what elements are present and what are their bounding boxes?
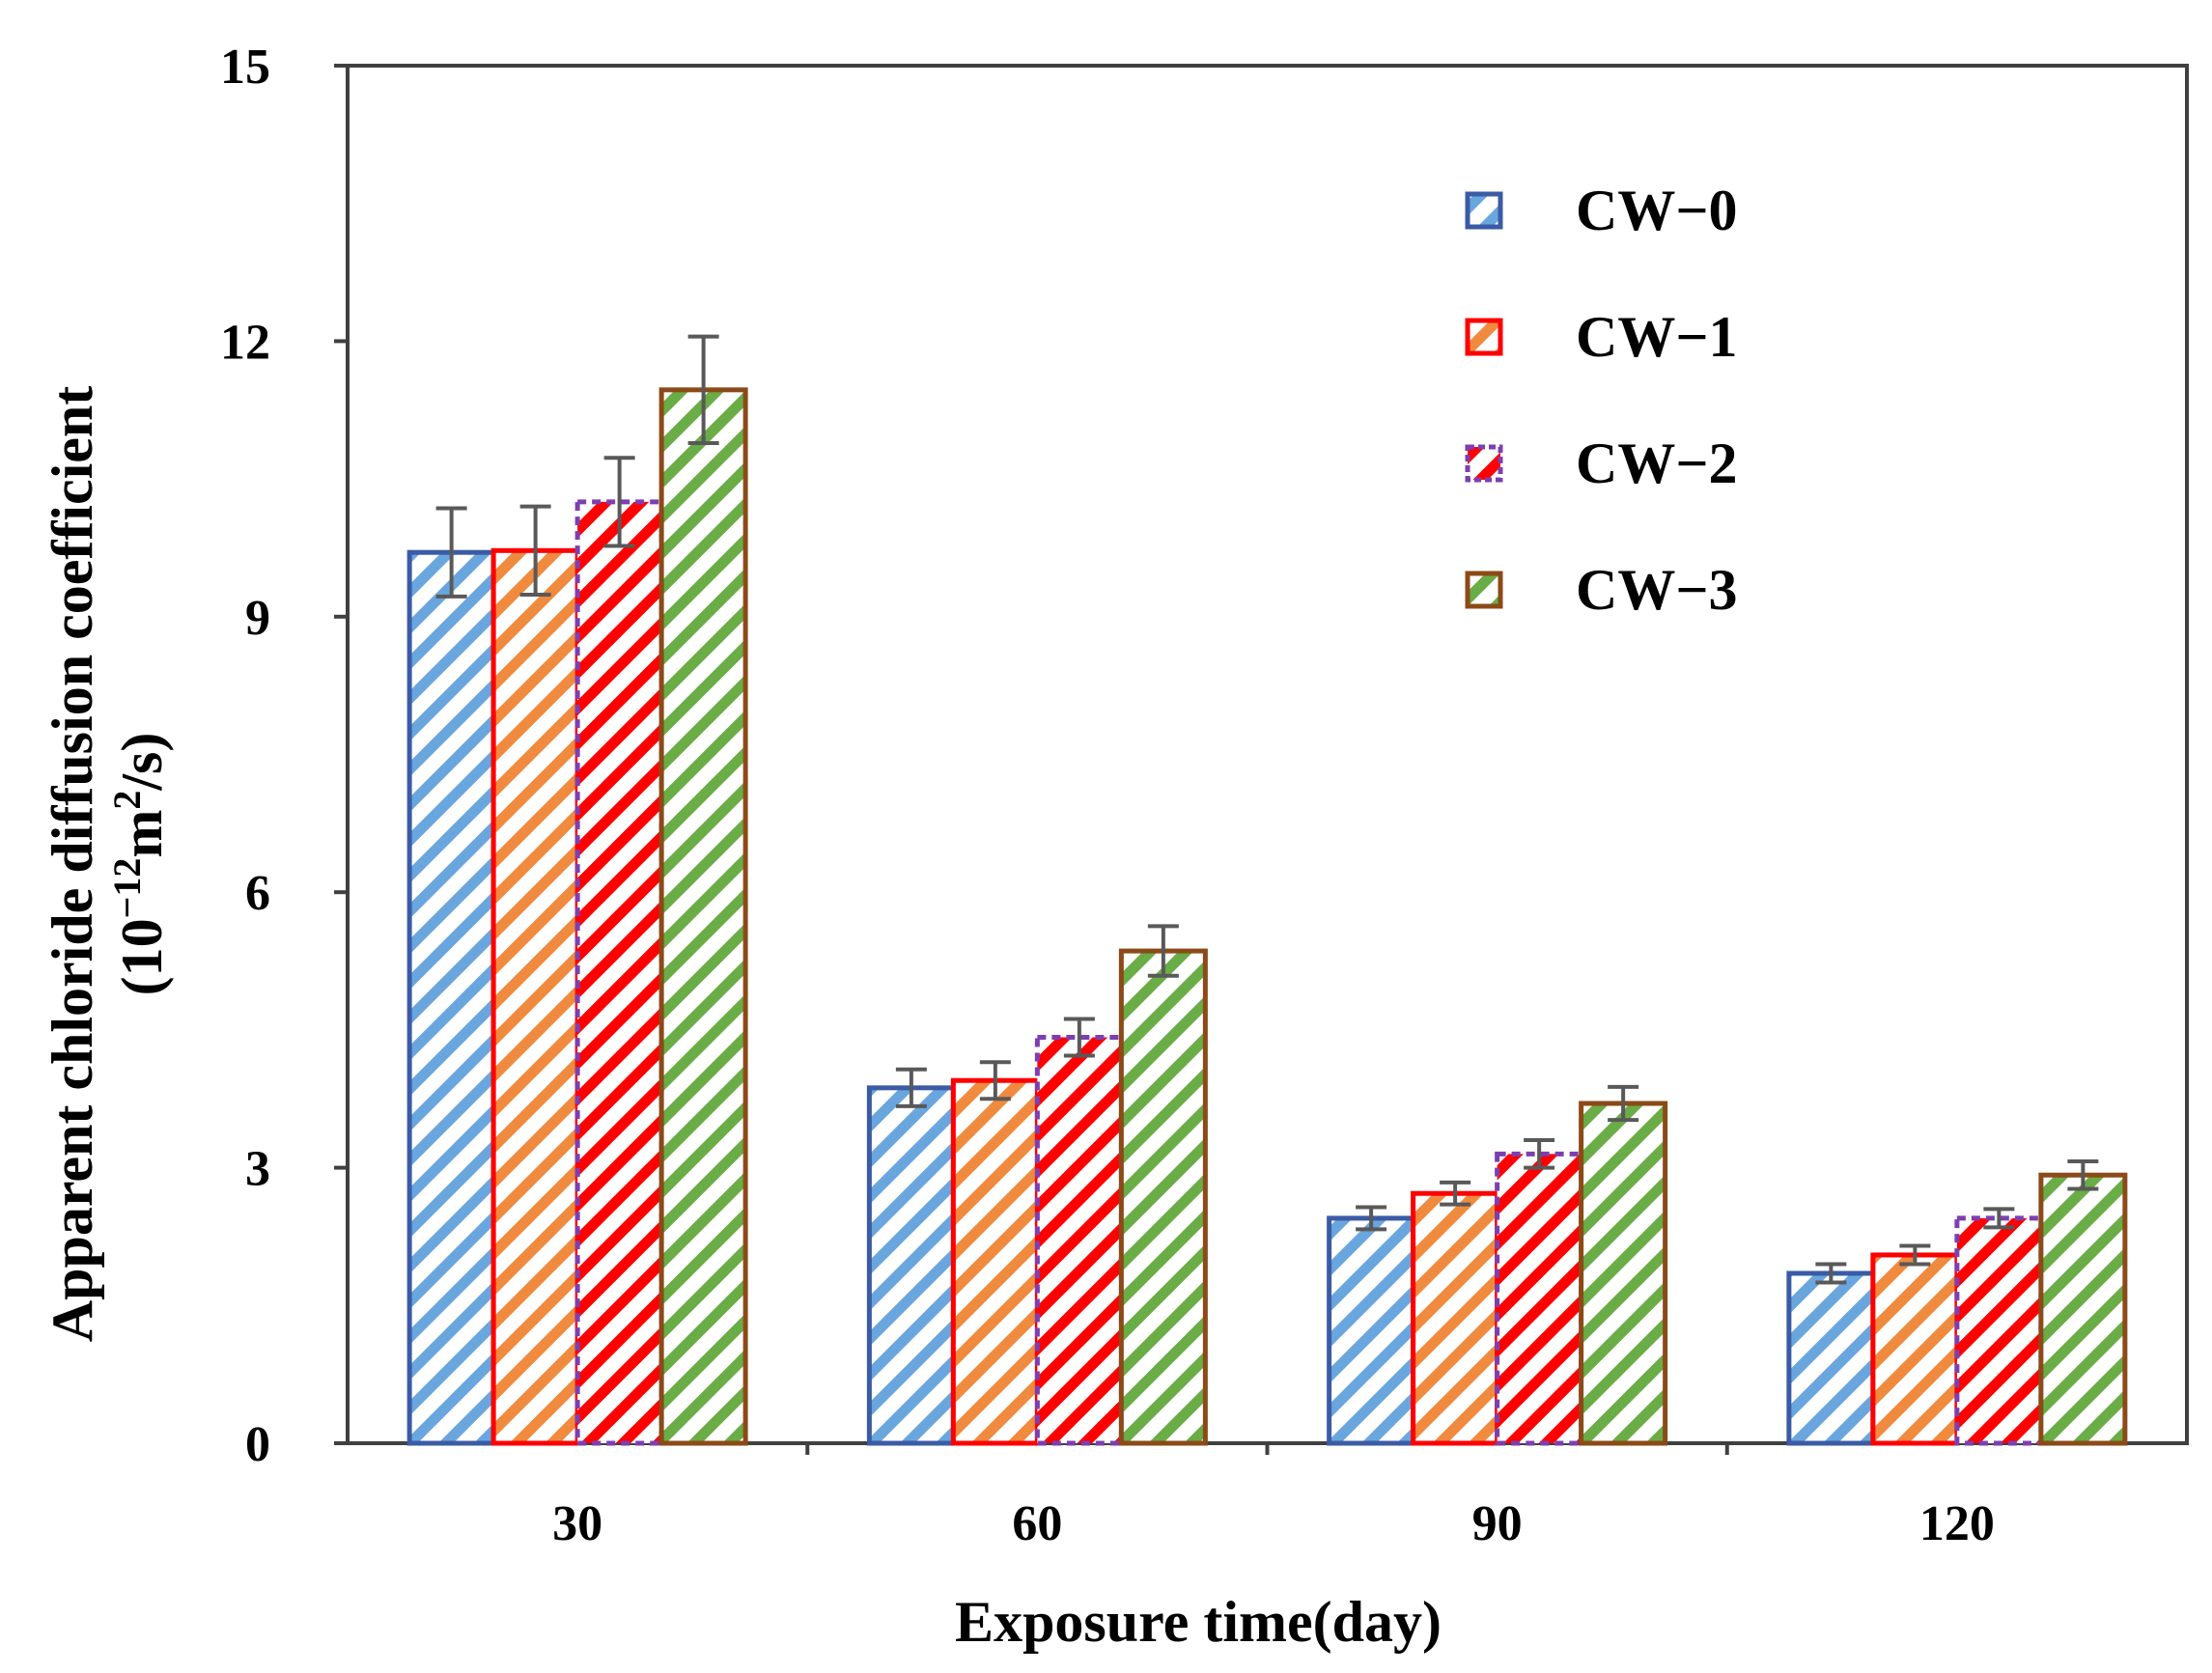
x-tick-label: 30 [552, 1496, 602, 1551]
error-bar [603, 456, 635, 548]
bar [574, 499, 664, 1446]
plot-area [346, 64, 2189, 1446]
legend-label: CW−2 [1576, 432, 1738, 495]
bar [1034, 1035, 1124, 1446]
error-bar [1147, 924, 1179, 978]
y-axis-title-line1: Apparent chloride diffusion coefficient [41, 386, 104, 1343]
bar [1579, 1101, 1668, 1446]
y-unit-m: m [110, 810, 174, 858]
legend-swatch [1465, 444, 1503, 483]
y-axis-title-line2: (10−12m2/s) [105, 733, 174, 996]
error-bar [1356, 1205, 1387, 1232]
y-unit-suffix: /s) [110, 733, 174, 792]
bar [1786, 1270, 1876, 1446]
y-axis: 0 3 6 9 12 15 [220, 40, 348, 1472]
y-tick-label: 3 [245, 1142, 270, 1197]
error-bar [1063, 1017, 1095, 1058]
legend-item: CW−0 [1465, 179, 1738, 242]
x-axis: 30 60 90 120 [552, 1443, 1995, 1551]
legend-item: CW−2 [1465, 432, 1738, 495]
bar [1327, 1215, 1416, 1446]
bar [2038, 1172, 2128, 1446]
bar [658, 387, 748, 1446]
y-unit-prefix: (10 [110, 918, 174, 995]
x-axis-title: Exposure time(day) [955, 1590, 1442, 1654]
legend-swatch [1465, 318, 1503, 356]
error-bar [895, 1067, 927, 1108]
error-bar [1983, 1207, 2015, 1230]
legend-item: CW−3 [1465, 558, 1738, 622]
y-tick-label: 9 [245, 591, 270, 646]
error-bar [519, 504, 551, 597]
legend-label: CW−0 [1576, 179, 1738, 242]
bar [1118, 948, 1208, 1446]
error-bar [1815, 1262, 1847, 1285]
legend-swatch [1465, 191, 1503, 230]
x-tick-label: 120 [1919, 1496, 1995, 1551]
error-bar [1440, 1180, 1471, 1207]
bar [406, 549, 496, 1446]
error-bar [687, 334, 719, 445]
legend-swatch [1465, 571, 1503, 609]
error-bar [2067, 1158, 2099, 1191]
legend-label: CW−3 [1576, 558, 1738, 622]
x-tick-label: 60 [1012, 1496, 1062, 1551]
error-bar [979, 1060, 1011, 1101]
legend: CW−0 CW−1 CW−2 CW−3 [1465, 179, 1738, 622]
bar [1411, 1190, 1500, 1446]
error-bar [435, 506, 467, 599]
y-axis-title: Apparent chloride diffusion coefficient … [41, 386, 174, 1343]
y-unit-exponent-2: 2 [105, 791, 149, 810]
legend-label: CW−1 [1576, 305, 1738, 369]
bar [490, 547, 580, 1446]
y-tick-label: 15 [220, 40, 270, 95]
bar [866, 1085, 956, 1446]
error-bar [1608, 1084, 1639, 1123]
legend-item: CW−1 [1465, 305, 1738, 369]
bar [1870, 1252, 1960, 1446]
bar [1954, 1215, 2044, 1446]
bar [1495, 1151, 1584, 1446]
y-unit-exponent: −12 [105, 858, 149, 919]
error-bar [1524, 1138, 1555, 1170]
error-bar [1899, 1243, 1931, 1267]
y-tick-label: 6 [245, 866, 270, 921]
y-tick-label: 12 [220, 315, 270, 370]
x-tick-label: 90 [1472, 1496, 1523, 1551]
y-tick-label: 0 [245, 1417, 270, 1472]
bar [950, 1077, 1040, 1446]
